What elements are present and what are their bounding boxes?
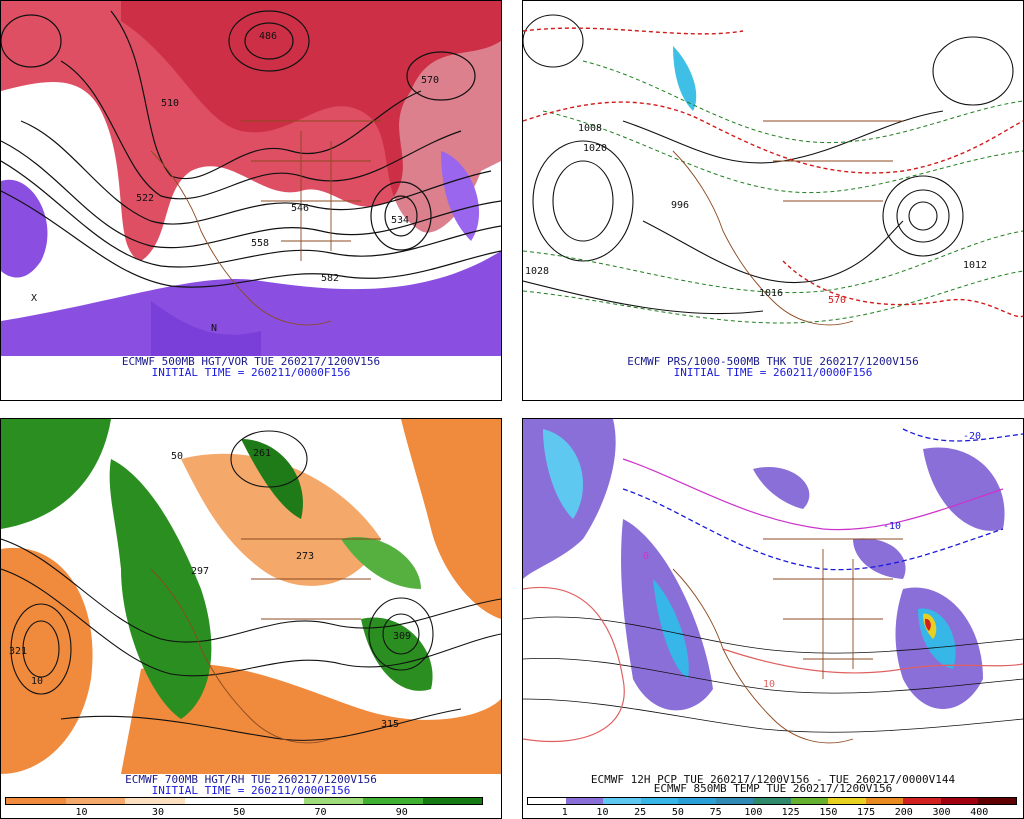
svg-text:486: 486 <box>259 31 277 42</box>
initial-time: INITIAL TIME = 260211/0000F156 <box>673 366 873 379</box>
svg-text:510: 510 <box>161 98 179 109</box>
svg-text:534: 534 <box>391 215 409 226</box>
svg-text:1028: 1028 <box>525 266 549 277</box>
initial-time: INITIAL TIME = 260211/0000F156 <box>151 784 351 797</box>
svg-text:1008: 1008 <box>578 123 602 134</box>
precip-colorbar-ticks: 1 10 25 50 75 100 125 150 175 200 300 40… <box>561 807 989 818</box>
svg-text:546: 546 <box>291 203 309 214</box>
rh-colorbar-ticks: 10 30 50 70 90 <box>75 807 408 818</box>
map-precip-temp: -10 0 10 -20 <box>523 419 1023 774</box>
svg-text:522: 522 <box>136 193 154 204</box>
svg-text:309: 309 <box>393 631 411 642</box>
panel-12h-pcp-850mb-temp: -10 0 10 -20 ECMWF 12H PCP TUE 260217/12… <box>522 418 1024 819</box>
svg-text:10: 10 <box>763 679 775 690</box>
temp-caption: ECMWF 850MB TEMP TUE 260217/1200V156 <box>653 782 893 795</box>
svg-text:273: 273 <box>296 551 314 562</box>
map-700mb-rh: 261 273 297 309 315 321 10 50 <box>1 419 501 774</box>
svg-text:N: N <box>211 323 217 334</box>
svg-text:0: 0 <box>643 551 649 562</box>
rh-colorbar <box>5 797 483 805</box>
initial-time: INITIAL TIME = 260211/0000F156 <box>151 366 351 379</box>
panel-caption: ECMWF PRS/1000-500MB THK TUE 260217/1200… <box>627 355 919 368</box>
precip-caption: ECMWF 12H PCP TUE 260217/1200V156 - TUE … <box>590 773 956 786</box>
svg-text:582: 582 <box>321 273 339 284</box>
svg-text:315: 315 <box>381 719 399 730</box>
panel-caption: ECMWF 700MB HGT/RH TUE 260217/1200V156 <box>125 773 377 786</box>
svg-text:558: 558 <box>251 238 269 249</box>
svg-text:996: 996 <box>671 200 689 211</box>
svg-text:1016: 1016 <box>759 288 783 299</box>
panel-700mb-hgt-rh: 261 273 297 309 315 321 10 50 ECMWF 700M… <box>0 418 502 819</box>
panel-500mb-hgt-vor: 486 510 522 534 546 558 570 582 X N ECMW… <box>0 0 502 401</box>
svg-text:321: 321 <box>9 646 27 657</box>
svg-text:-20: -20 <box>963 431 981 442</box>
panel-prs-thk: 1008 1020 1028 996 1012 1016 570 ECMWF P… <box>522 0 1024 401</box>
svg-text:1020: 1020 <box>583 143 607 154</box>
svg-text:10: 10 <box>31 676 43 687</box>
map-500mb-vorticity: 486 510 522 534 546 558 570 582 X N <box>1 1 501 356</box>
svg-text:297: 297 <box>191 566 209 577</box>
panel-caption: ECMWF 500MB HGT/VOR TUE 260217/1200V156 <box>121 355 381 368</box>
svg-text:50: 50 <box>171 451 183 462</box>
svg-text:570: 570 <box>421 75 439 86</box>
svg-text:-10: -10 <box>883 521 901 532</box>
precip-colorbar <box>527 797 1017 805</box>
svg-text:261: 261 <box>253 448 271 459</box>
svg-text:1012: 1012 <box>963 260 987 271</box>
svg-text:570: 570 <box>828 295 846 306</box>
svg-text:X: X <box>31 293 37 304</box>
map-pressure-thickness: 1008 1020 1028 996 1012 1016 570 <box>523 1 1023 356</box>
